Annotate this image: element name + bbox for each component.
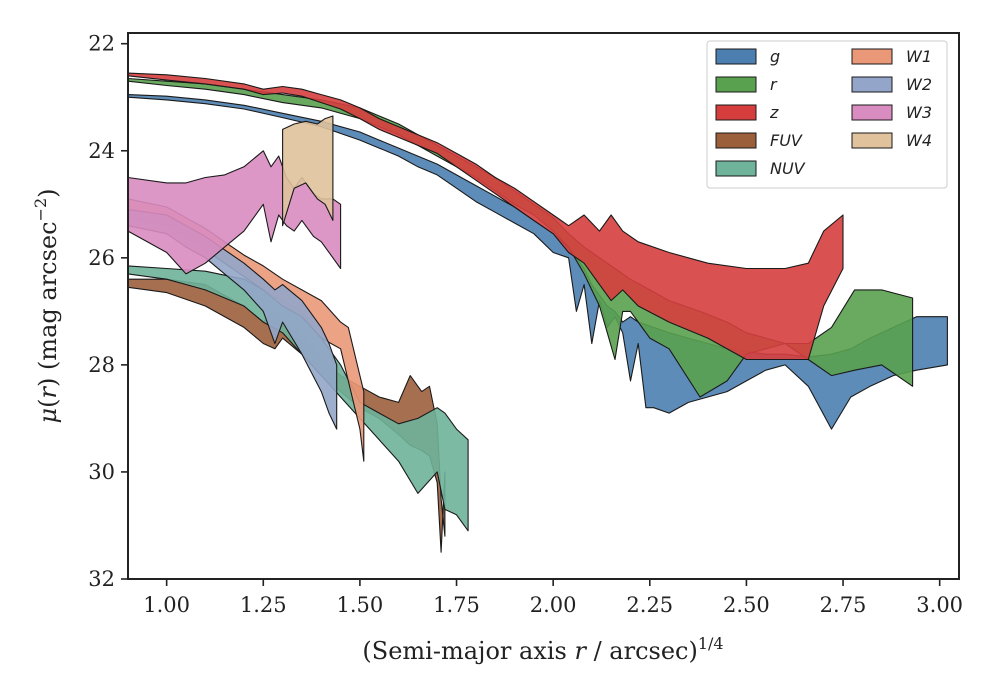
legend-swatch-w2: [851, 76, 893, 93]
legend-label-w4: W4: [906, 131, 932, 150]
x-tick-label: 1.50: [337, 593, 384, 617]
x-tick-label: 1.75: [433, 593, 480, 617]
y-tick-label: 32: [88, 567, 115, 591]
x-axis-label: (Semi-major axis r / arcsec)1/4: [362, 634, 723, 665]
x-tick-label: 2.25: [626, 593, 673, 617]
legend-label-w1: W1: [906, 47, 932, 66]
legend: grz FUV NUV W1 W2 W3 W4: [706, 40, 948, 189]
legend-swatch-w3: [851, 104, 893, 121]
legend-swatch-w1: [851, 48, 893, 65]
x-tick-label: 1.25: [240, 593, 287, 617]
legend-swatch-z: [715, 104, 757, 121]
legend-swatch-w4: [851, 132, 893, 149]
x-tick-label: 2.50: [723, 593, 770, 617]
legend-swatch-g: [715, 48, 757, 65]
y-axis: 22 24 26 28 30 32: [88, 32, 128, 591]
y-tick-label: 28: [88, 353, 115, 377]
legend-label-fuv: FUV: [770, 131, 803, 150]
series-band-w4: [282, 115, 334, 227]
y-tick-label: 26: [88, 246, 115, 270]
legend-swatch-r: [715, 76, 757, 93]
series-band-w2: [127, 209, 338, 430]
legend-label-r: r: [770, 75, 778, 94]
series-band-z: [127, 72, 844, 361]
x-axis: 1.00 1.25 1.50 1.75 2.00 2.25 2.50 2.75 3.00: [143, 579, 963, 617]
y-tick-label: 22: [88, 32, 115, 56]
legend-swatch-nuv: [715, 160, 757, 177]
legend-label-g: g: [770, 47, 780, 66]
y-tick-label: 24: [88, 139, 115, 163]
legend-label-nuv: NUV: [770, 159, 806, 178]
y-axis-label: μ(r) (mag arcsec−2): [31, 188, 62, 423]
legend-label-w3: W3: [906, 103, 932, 122]
legend-label-z: z: [769, 103, 779, 122]
x-tick-label: 2.75: [820, 593, 867, 617]
plot-frame: [127, 32, 960, 580]
series-layer: [127, 72, 948, 553]
x-tick-label: 1.00: [143, 593, 190, 617]
y-tick-label: 30: [88, 460, 115, 484]
x-tick-label: 3.00: [916, 593, 963, 617]
x-tick-label: 2.00: [530, 593, 577, 617]
legend-label-w2: W2: [906, 75, 932, 94]
legend-swatch-fuv: [715, 132, 757, 149]
